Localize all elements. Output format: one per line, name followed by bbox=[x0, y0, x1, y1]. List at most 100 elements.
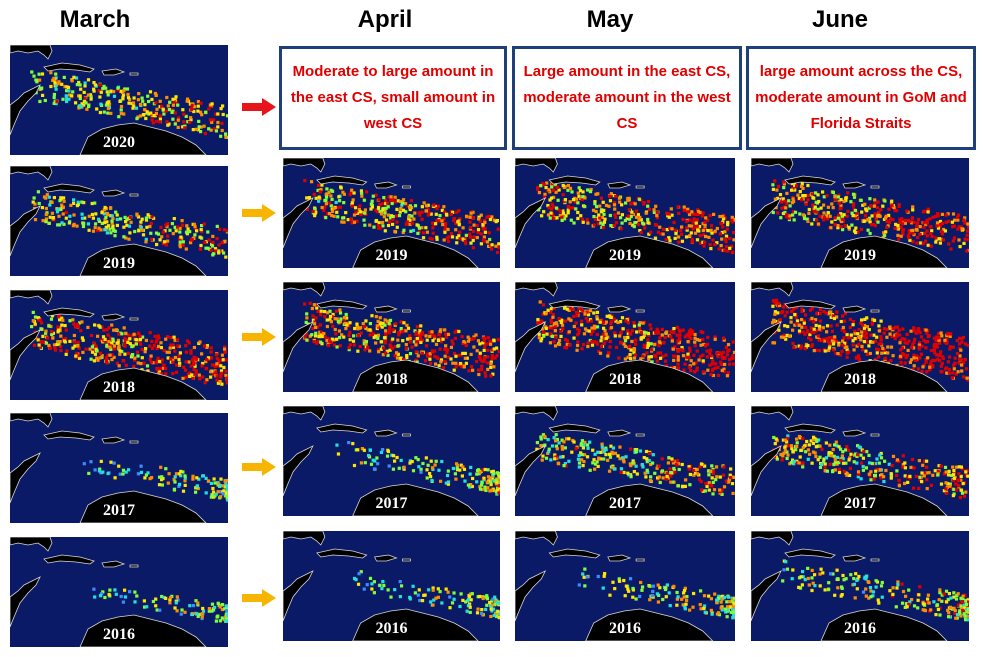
sargassum-pixel bbox=[831, 340, 835, 344]
sargassum-pixel bbox=[933, 359, 937, 363]
sargassum-pixel bbox=[114, 210, 118, 214]
sargassum-pixel bbox=[637, 218, 641, 222]
sargassum-pixel bbox=[800, 307, 804, 311]
sargassum-pixel bbox=[599, 345, 604, 349]
sargassum-pixel bbox=[685, 595, 689, 599]
sargassum-pixel bbox=[406, 337, 410, 341]
sargassum-pixel bbox=[174, 472, 179, 476]
sargassum-pixel bbox=[89, 460, 93, 464]
sargassum-pixel bbox=[786, 434, 790, 438]
sargassum-pixel bbox=[458, 217, 462, 221]
sargassum-pixel bbox=[104, 86, 108, 90]
sargassum-pixel bbox=[823, 465, 827, 469]
sargassum-pixel bbox=[855, 216, 859, 220]
sargassum-pixel bbox=[806, 193, 810, 198]
sargassum-pixel bbox=[802, 319, 806, 323]
sargassum-pixel bbox=[209, 370, 213, 374]
sargassum-pixel bbox=[771, 304, 775, 308]
sargassum-pixel bbox=[778, 193, 783, 197]
sargassum-pixel bbox=[926, 356, 930, 360]
sargassum-pixel bbox=[918, 475, 922, 479]
sargassum-pixel bbox=[50, 314, 55, 318]
sargassum-pixel bbox=[469, 592, 473, 596]
sargassum-pixel bbox=[635, 330, 639, 334]
sargassum-pixel bbox=[603, 572, 607, 576]
sargassum-pixel bbox=[125, 218, 129, 222]
sargassum-pixel bbox=[718, 490, 722, 494]
sargassum-pixel bbox=[890, 199, 894, 203]
sargassum-pixel bbox=[785, 450, 789, 454]
sargassum-pixel bbox=[380, 220, 385, 225]
year-label: 2018 bbox=[375, 371, 408, 388]
sargassum-pixel bbox=[98, 95, 102, 99]
sargassum-pixel bbox=[851, 343, 855, 347]
sargassum-pixel bbox=[899, 338, 903, 343]
sargassum-pixel bbox=[54, 102, 58, 106]
sargassum-pixel bbox=[683, 335, 687, 339]
sargassum-pixel bbox=[59, 344, 63, 349]
sargassum-pixel bbox=[60, 316, 64, 320]
sargassum-pixel bbox=[127, 333, 131, 337]
map-graphic bbox=[751, 158, 969, 268]
sargassum-pixel bbox=[359, 570, 363, 574]
sargassum-pixel bbox=[964, 490, 968, 494]
sargassum-pixel bbox=[557, 316, 561, 321]
sargassum-pixel bbox=[548, 216, 552, 220]
sargassum-pixel bbox=[949, 247, 953, 251]
sargassum-pixel bbox=[658, 341, 662, 345]
sargassum-pixel bbox=[393, 588, 397, 592]
sargassum-pixel bbox=[685, 226, 689, 230]
sargassum-pixel bbox=[818, 572, 822, 576]
sargassum-pixel bbox=[601, 332, 606, 336]
sargassum-pixel bbox=[222, 240, 226, 244]
sargassum-pixel bbox=[485, 596, 489, 600]
sargassum-pixel bbox=[667, 591, 671, 595]
sargassum-pixel bbox=[876, 214, 880, 218]
sargassum-pixel bbox=[919, 241, 923, 245]
sargassum-pixel bbox=[574, 310, 579, 314]
sargassum-pixel bbox=[156, 356, 160, 360]
sargassum-pixel bbox=[665, 330, 669, 334]
sargassum-pixel bbox=[959, 363, 964, 367]
sargassum-pixel bbox=[721, 356, 725, 360]
sargassum-pixel bbox=[118, 472, 122, 476]
land-shape bbox=[10, 290, 53, 305]
sargassum-pixel bbox=[842, 336, 846, 340]
sargassum-pixel bbox=[111, 339, 115, 343]
sargassum-pixel bbox=[142, 361, 146, 365]
sargassum-pixel bbox=[117, 332, 121, 336]
sargassum-pixel bbox=[689, 336, 693, 340]
sargassum-pixel bbox=[709, 354, 713, 358]
sargassum-pixel bbox=[498, 477, 500, 481]
sargassum-pixel bbox=[33, 202, 37, 206]
sargassum-pixel bbox=[893, 209, 897, 213]
sargassum-pixel bbox=[128, 215, 132, 219]
sargassum-pixel bbox=[153, 91, 157, 96]
sargassum-pixel bbox=[841, 325, 845, 330]
sargassum-pixel bbox=[368, 328, 372, 332]
sargassum-pixel bbox=[835, 315, 839, 319]
sargassum-pixel bbox=[102, 208, 106, 212]
sargassum-pixel bbox=[215, 615, 219, 619]
sargassum-pixel bbox=[918, 341, 922, 345]
sargassum-pixel bbox=[82, 221, 86, 225]
sargassum-pixel bbox=[213, 605, 217, 610]
sargassum-pixel bbox=[366, 328, 370, 332]
sargassum-pixel bbox=[883, 234, 887, 238]
sargassum-pixel bbox=[861, 323, 865, 327]
sargassum-pixel bbox=[429, 600, 433, 604]
sargassum-pixel bbox=[611, 446, 616, 450]
sargassum-pixel bbox=[62, 199, 66, 203]
sargassum-pixel bbox=[181, 108, 185, 112]
sargassum-pixel bbox=[383, 211, 387, 215]
sargassum-pixel bbox=[478, 487, 483, 491]
sargassum-pixel bbox=[154, 93, 158, 97]
sargassum-pixel bbox=[201, 606, 205, 611]
sargassum-pixel bbox=[47, 324, 51, 328]
sargassum-pixel bbox=[839, 212, 843, 216]
sargassum-pixel bbox=[449, 345, 454, 349]
sargassum-pixel bbox=[728, 246, 732, 250]
sargassum-pixel bbox=[425, 230, 430, 234]
sargassum-pixel bbox=[538, 300, 542, 304]
sargassum-pixel bbox=[466, 339, 471, 343]
